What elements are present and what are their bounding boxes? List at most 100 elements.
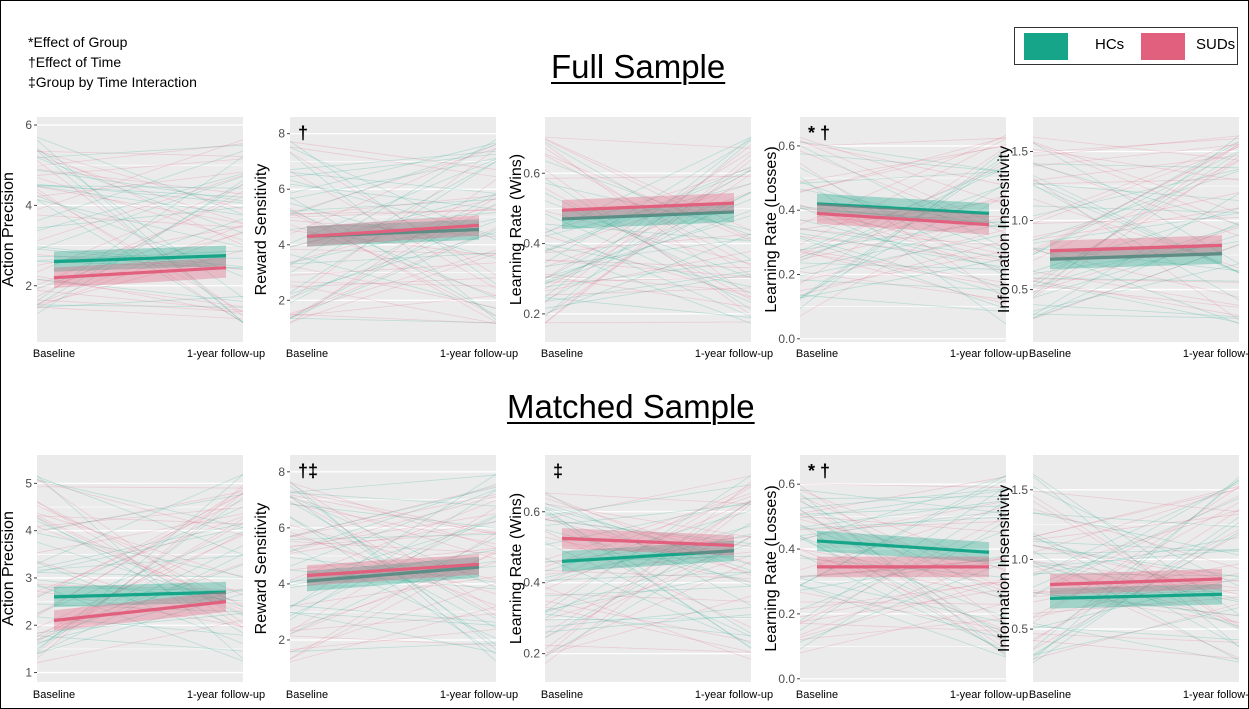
individual-trajectory: [36, 515, 244, 611]
legend: HCs SUDs: [1014, 27, 1238, 65]
legend-swatch-suds: [1141, 33, 1185, 60]
individual-trajectory: [799, 262, 1007, 271]
individual-trajectory: [289, 220, 497, 238]
individual-trajectory: [289, 150, 497, 171]
individual-trajectory: [1032, 271, 1240, 306]
individual-trajectory: [1032, 529, 1240, 640]
individual-trajectory: [544, 276, 752, 283]
individual-trajectory: [799, 509, 1007, 650]
individual-trajectory: [36, 296, 244, 308]
individual-trajectory: [799, 500, 1007, 528]
individual-trajectory: [544, 484, 752, 584]
individual-trajectory: [799, 144, 1007, 192]
individual-trajectory: [289, 252, 497, 265]
individual-trajectory: [544, 223, 752, 242]
individual-trajectory: [289, 253, 497, 323]
individual-trajectory: [289, 146, 497, 178]
individual-trajectory: [544, 530, 752, 628]
x-tick-label: Baseline: [33, 689, 75, 701]
individual-trajectory: [544, 606, 752, 628]
plot-background: [800, 455, 1006, 682]
individual-trajectory: [1032, 589, 1240, 597]
individual-trajectory: [289, 499, 497, 581]
individual-trajectory: [799, 136, 1007, 193]
individual-trajectory: [544, 595, 752, 656]
individual-trajectory: [544, 536, 752, 639]
legend-label-hcs: HCs: [1095, 36, 1125, 53]
individual-trajectory: [799, 577, 1007, 624]
individual-trajectory: [799, 554, 1007, 652]
individual-trajectory: [544, 297, 752, 318]
individual-trajectory: [799, 184, 1007, 259]
individual-trajectory: [1032, 512, 1240, 528]
individual-trajectory: [36, 186, 244, 225]
x-tick-label: 1-year follow-up: [950, 689, 1028, 701]
individual-trajectory: [544, 141, 752, 260]
individual-trajectory: [36, 523, 244, 569]
individual-trajectory: [289, 195, 497, 217]
individual-trajectory: [799, 148, 1007, 309]
x-tick-label: Baseline: [33, 348, 75, 360]
individual-trajectory: [36, 231, 244, 308]
y-axis-label: Information Insensitivity: [996, 146, 1013, 313]
chart-panel: 0.2 0.4 0.6 Baseline 1-year follow-up Learnin…: [508, 117, 773, 360]
individual-trajectory: [1032, 544, 1240, 595]
individual-trajectory: [1032, 531, 1240, 656]
individual-trajectory: [544, 501, 752, 619]
individual-trajectory: [289, 210, 497, 299]
individual-trajectory: [36, 555, 244, 571]
y-tick-label: 0.2: [778, 268, 795, 282]
individual-trajectory: [36, 150, 244, 222]
individual-trajectory: [544, 492, 752, 561]
individual-trajectory: [289, 604, 497, 623]
individual-trajectory: [289, 203, 497, 319]
individual-trajectory: [289, 537, 497, 635]
individual-trajectory: [1032, 142, 1240, 226]
individual-trajectory: [799, 584, 1007, 640]
series-line-suds: [306, 223, 480, 239]
x-tick-label: 1-year follow-up: [695, 689, 773, 701]
x-tick-label: Baseline: [796, 348, 838, 360]
series-line-hcs: [561, 210, 735, 221]
individual-trajectory: [799, 138, 1007, 245]
y-axis-label: Learning Rate (Losses): [763, 485, 780, 651]
x-tick-label: 1-year follow-up: [1183, 689, 1249, 701]
individual-trajectory: [544, 557, 752, 644]
plot-background: [545, 117, 751, 342]
individual-trajectory: [289, 474, 497, 493]
individual-trajectory: [799, 548, 1007, 631]
individual-trajectory: [1032, 185, 1240, 274]
individual-trajectory: [289, 146, 497, 241]
individual-trajectory: [289, 198, 497, 212]
y-axis-label: Action Precision: [0, 511, 17, 626]
individual-trajectory: [799, 489, 1007, 514]
individual-trajectory: [36, 532, 244, 577]
chart-panel: 1 2 3 4 5 Baseline 1-year follow-up Action Prec…: [0, 455, 265, 701]
individual-trajectory: [799, 530, 1007, 610]
y-tick-label: 0.4: [778, 542, 795, 556]
plot-background: [1033, 117, 1239, 342]
individual-trajectory: [544, 569, 752, 579]
individual-trajectory: [36, 516, 244, 592]
individual-trajectory: [36, 493, 244, 532]
individual-trajectory: [289, 516, 497, 629]
individual-trajectory: [289, 561, 497, 630]
individual-trajectory: [544, 617, 752, 621]
individual-trajectory: [799, 602, 1007, 654]
individual-trajectory: [36, 478, 244, 624]
plot-background: [37, 455, 243, 682]
individual-trajectory: [799, 492, 1007, 657]
individual-trajectory: [799, 279, 1007, 291]
individual-trajectory: [544, 475, 752, 613]
individual-trajectory: [1032, 580, 1240, 594]
individual-trajectory: [289, 171, 497, 194]
individual-trajectory: [1032, 500, 1240, 629]
individual-trajectory: [1032, 243, 1240, 320]
individual-trajectory: [544, 512, 752, 648]
individual-trajectory: [799, 141, 1007, 186]
individual-trajectory: [544, 144, 752, 303]
series-line-hcs: [53, 254, 227, 264]
individual-trajectory: [1032, 497, 1240, 588]
individual-trajectory: [799, 249, 1007, 284]
individual-trajectory: [36, 180, 244, 315]
